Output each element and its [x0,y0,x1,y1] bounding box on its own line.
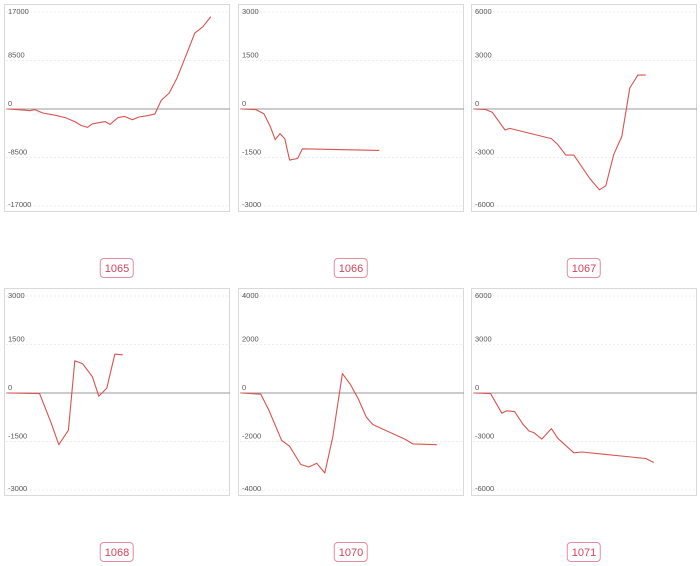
x-tick-label: 21:00 [648,211,667,213]
x-tick-label: 18:00 [133,495,152,497]
x-tick-label: 18:00 [367,495,386,497]
chart-panel-1067: 6000 3000 0 -3000 -6000 12:00 15:00 18:00 21:00 1… [467,0,697,282]
chart-frame: 17000 8500 0 -8500 -17000 12:00 15:00 18:00 21:0… [4,4,230,213]
chart-frame: 4000 2000 0 -2000 -4000 12:00 15:00 18:00 21:00 [238,288,464,497]
x-tick-label: 15:00 [85,211,104,213]
y-tick-label: -1500 [242,148,261,157]
y-tick-label: -17000 [8,200,31,209]
y-tick-label: 0 [475,383,479,392]
chart-label-button[interactable]: 1071 [566,542,602,562]
x-tick-label: 18:00 [600,495,619,497]
series-line [7,353,123,446]
y-tick-label: 8500 [8,51,25,60]
y-tick-label: -6000 [475,200,494,209]
chart-panel-1068: 3000 1500 0 -1500 -3000 12:00 15:00 18:00 21:00 1… [0,284,230,566]
x-tick-label: 18:00 [133,211,152,213]
series-line [241,108,380,161]
chart-label-button[interactable]: 1067 [566,258,602,278]
y-tick-label: -3000 [242,200,261,209]
series-line [474,392,655,463]
line-chart-1065: 17000 8500 0 -8500 -17000 12:00 15:00 18:00 21:0… [6,7,230,213]
y-tick-label: 1500 [8,335,25,344]
y-tick-label: 0 [242,383,246,392]
y-tick-label: 4000 [242,291,259,300]
y-tick-label: -3000 [475,148,494,157]
chart-frame: 3000 1500 0 -1500 -3000 12:00 15:00 18:00 21:00 [4,288,230,497]
y-tick-label: -8500 [8,148,27,157]
line-chart-1067: 6000 3000 0 -3000 -6000 12:00 15:00 18:00 21:00 [473,7,697,213]
series-line [474,74,646,191]
x-tick-label: 12:00 [504,211,523,213]
chart-panel-1071: 6000 3000 0 -3000 -6000 12:00 15:00 18:00 21:00 1… [467,284,697,566]
line-chart-1070: 4000 2000 0 -2000 -4000 12:00 15:00 18:00 21:00 [240,291,464,497]
y-tick-label: 3000 [8,291,25,300]
x-tick-label: 12:00 [37,495,56,497]
y-tick-label: 3000 [242,7,259,16]
y-tick-label: -3000 [8,484,27,493]
chart-label-button[interactable]: 1065 [99,258,135,278]
line-chart-1068: 3000 1500 0 -1500 -3000 12:00 15:00 18:00 21:00 [6,291,230,497]
x-tick-label: 15:00 [319,211,338,213]
x-tick-label: 21:00 [181,495,200,497]
x-tick-label: 12:00 [271,495,290,497]
chart-panel-1065: 17000 8500 0 -8500 -17000 12:00 15:00 18:00 21:0… [0,0,230,282]
series-line [7,16,212,128]
chart-frame: 6000 3000 0 -3000 -6000 12:00 15:00 18:00 21:00 [471,288,697,497]
chart-label-button[interactable]: 1070 [333,542,369,562]
line-chart-1071: 6000 3000 0 -3000 -6000 12:00 15:00 18:00 21:00 [473,291,697,497]
x-tick-label: 12:00 [504,495,523,497]
x-tick-label: 21:00 [648,495,667,497]
y-tick-label: -1500 [8,432,27,441]
y-tick-label: 2000 [242,335,259,344]
chart-label-button[interactable]: 1068 [99,542,135,562]
x-tick-label: 15:00 [552,495,571,497]
y-tick-label: 0 [8,383,12,392]
x-tick-label: 15:00 [552,211,571,213]
y-tick-label: 3000 [475,51,492,60]
chart-frame: 3000 1500 0 -1500 -3000 12:00 15:00 18:00 21:00 [238,4,464,213]
x-tick-label: 15:00 [319,495,338,497]
y-tick-label: 6000 [475,291,492,300]
x-tick-label: 21:00 [415,495,434,497]
chart-panel-1066: 3000 1500 0 -1500 -3000 12:00 15:00 18:00 21:00 1… [234,0,464,282]
x-tick-label: 18:00 [367,211,386,213]
x-tick-label: 21:00 [181,211,200,213]
series-line [241,373,437,474]
y-tick-label: 17000 [8,7,29,16]
y-tick-label: -2000 [242,432,261,441]
y-tick-label: -4000 [242,484,261,493]
y-tick-label: -6000 [475,484,494,493]
x-tick-label: 12:00 [37,211,56,213]
chart-frame: 6000 3000 0 -3000 -6000 12:00 15:00 18:00 21:00 [471,4,697,213]
y-tick-label: 0 [475,99,479,108]
y-tick-label: 0 [242,99,246,108]
x-tick-label: 15:00 [85,495,104,497]
x-tick-label: 18:00 [600,211,619,213]
chart-panel-1070: 4000 2000 0 -2000 -4000 12:00 15:00 18:00 21:00 1… [234,284,464,566]
y-tick-label: 0 [8,99,12,108]
x-tick-label: 21:00 [415,211,434,213]
line-chart-1066: 3000 1500 0 -1500 -3000 12:00 15:00 18:00 21:00 [240,7,464,213]
y-tick-label: -3000 [475,432,494,441]
y-tick-label: 1500 [242,51,259,60]
chart-label-button[interactable]: 1066 [333,258,369,278]
y-tick-label: 3000 [475,335,492,344]
x-tick-label: 12:00 [271,211,290,213]
y-tick-label: 6000 [475,7,492,16]
